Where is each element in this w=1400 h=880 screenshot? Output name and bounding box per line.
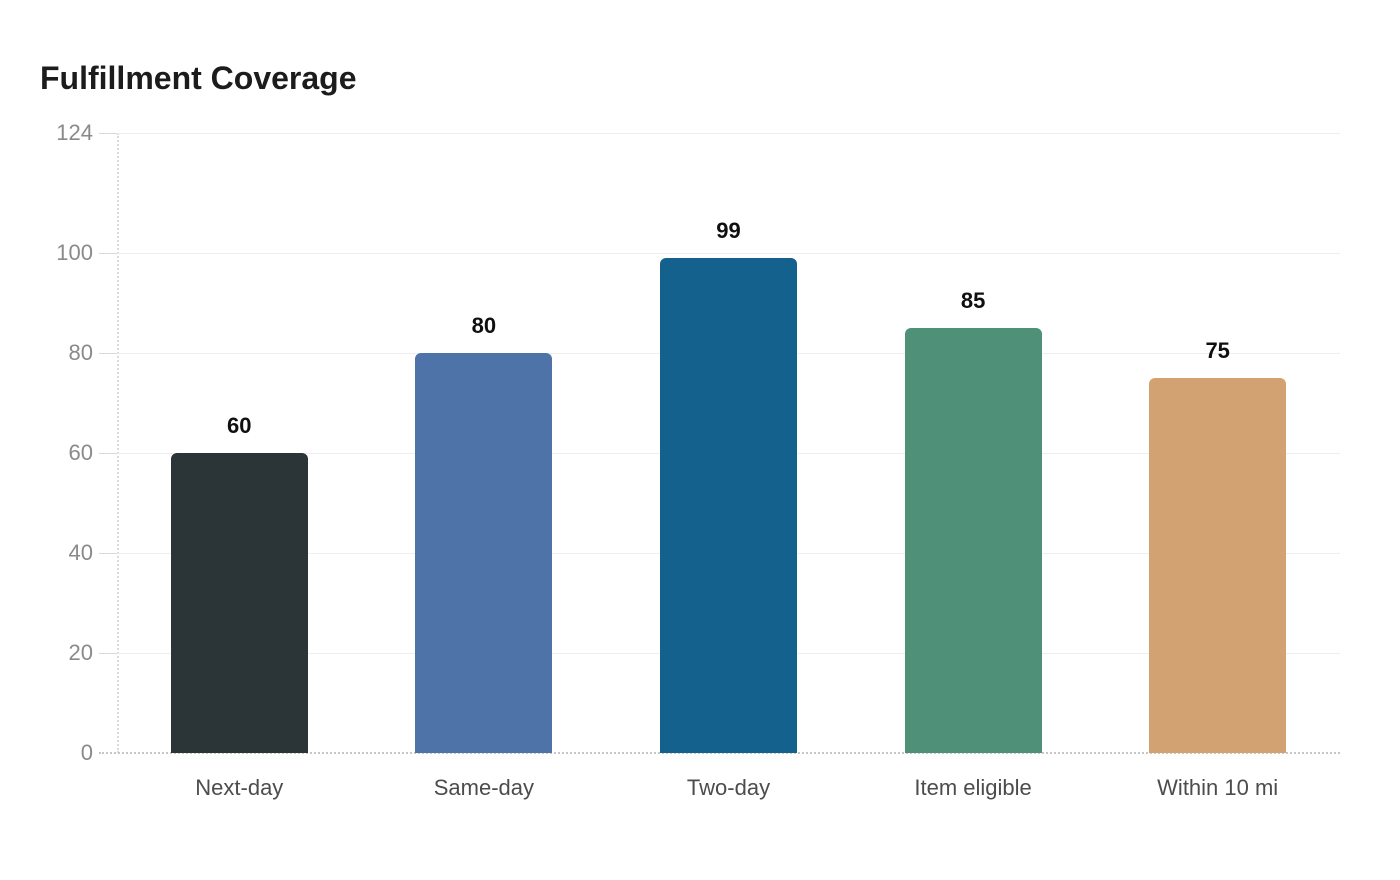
bar-value-label-item-eligible: 85 (960, 288, 986, 313)
bar-item-eligible[interactable] (904, 328, 1042, 753)
x-axis-label-item-eligible: Item eligible (914, 775, 1032, 800)
plot-area: 0 20 40 60 80 100 124 60 Next-day 80 Same-day 99 Two… (56, 122, 1340, 799)
y-tick-label-60: 60 (68, 440, 93, 465)
chart-title: Fulfillment Coverage (40, 60, 357, 96)
y-tick-label-80: 80 (68, 340, 93, 365)
y-tick-mark-40 (99, 553, 117, 554)
y-tick-label-20: 20 (68, 640, 93, 665)
y-tick-label-100: 100 (56, 240, 93, 265)
bar-within-10-mi[interactable] (1149, 378, 1287, 753)
y-tick-label-0: 0 (80, 740, 93, 765)
y-tick-mark-100 (99, 253, 117, 254)
bar-two-day[interactable] (660, 258, 797, 753)
bar-value-label-two-day: 99 (716, 218, 741, 243)
x-axis-baseline (99, 752, 1340, 754)
bar-value-label-next-day: 60 (227, 413, 252, 438)
y-tick-label-124: 124 (56, 120, 93, 145)
y-tick-mark-80 (99, 353, 117, 354)
y-tick-mark-60 (99, 453, 117, 454)
x-axis-label-next-day: Next-day (195, 775, 284, 800)
bar-same-day[interactable] (415, 353, 553, 753)
y-tick-mark-20 (99, 653, 117, 654)
gridline-100 (117, 253, 1340, 254)
x-axis-label-within-10-mi: Within 10 mi (1157, 775, 1279, 800)
x-axis-label-same-day: Same-day (433, 775, 535, 800)
y-tick-label-40: 40 (68, 540, 93, 565)
gridline-124 (117, 133, 1340, 134)
y-tick-mark-124 (99, 133, 117, 134)
bar-value-label-same-day: 80 (471, 313, 497, 338)
bar-value-label-within-10-mi: 75 (1205, 338, 1230, 363)
x-axis-label-two-day: Two-day (686, 775, 771, 800)
y-axis-line (117, 133, 119, 753)
bar-next-day[interactable] (170, 453, 308, 753)
